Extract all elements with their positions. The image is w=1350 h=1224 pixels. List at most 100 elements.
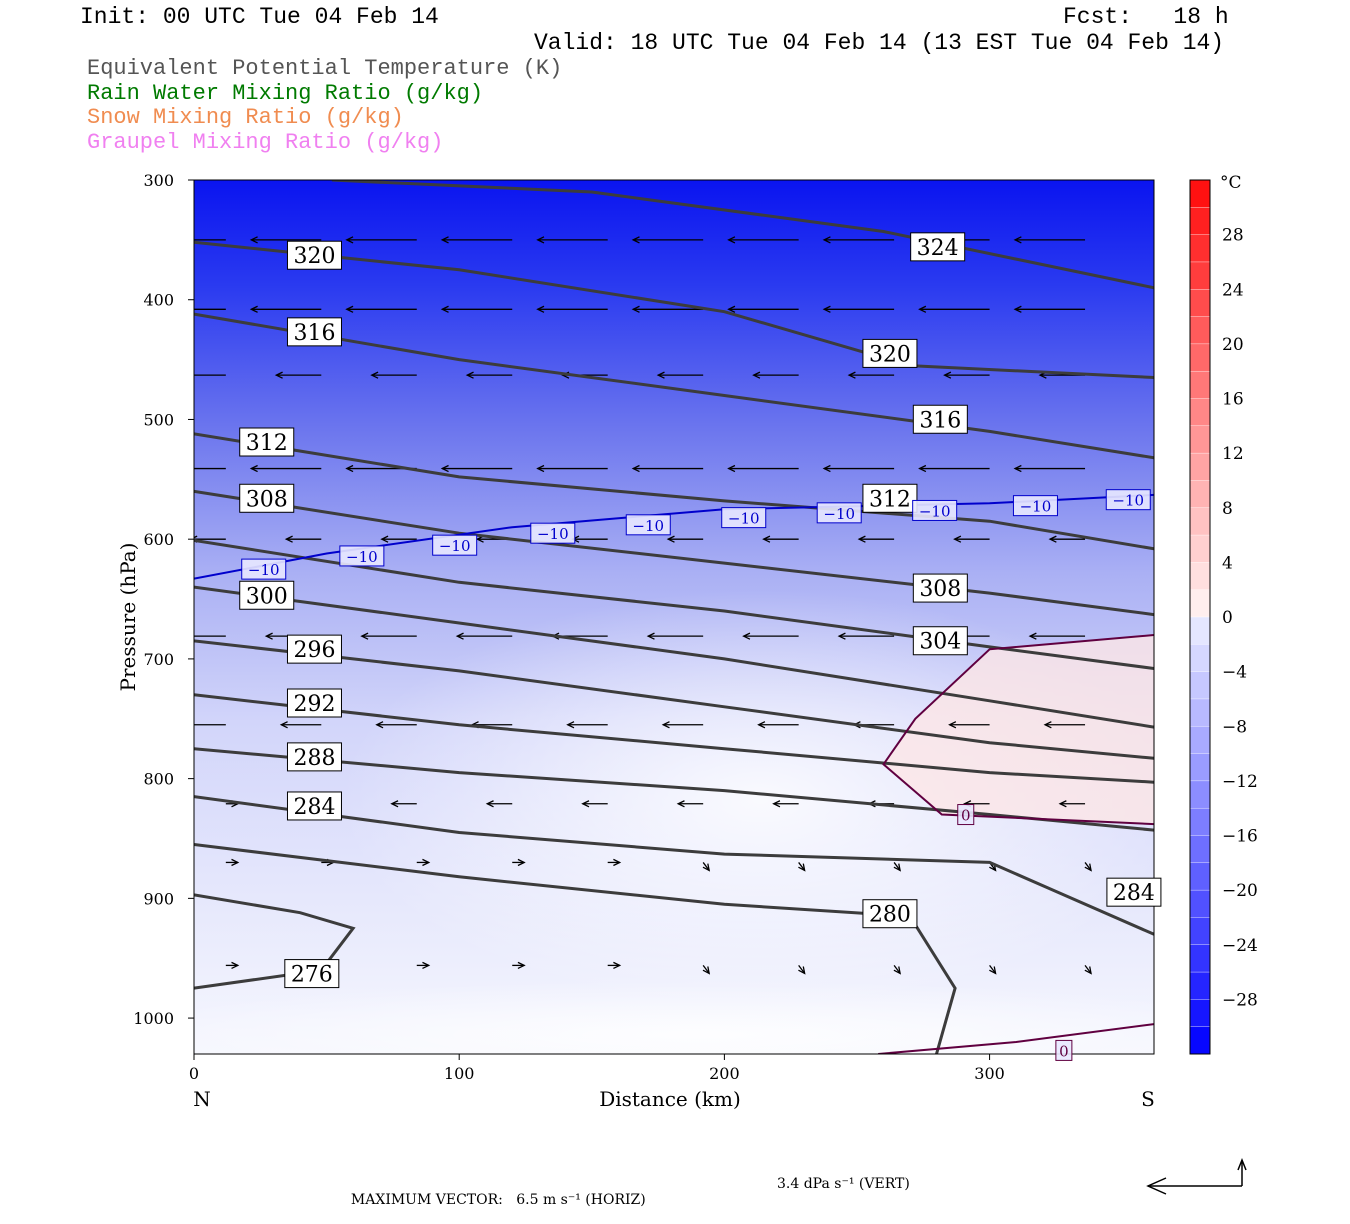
colorbar-tick-label: −8 [1222,717,1247,737]
wind-vector-head [989,966,997,975]
wind-vector-head [1013,236,1022,244]
y-tick-label: 1000 [133,1009,174,1028]
isotherm-label: −10 [346,548,378,566]
init-time: Init: 00 UTC Tue 04 Feb 14 [80,4,439,30]
colorbar-frame [1189,179,1211,1055]
wind-vector-head [837,632,846,640]
theta-e-contour-292 [194,693,1154,784]
isotherm-label: −10 [537,525,569,543]
wind-vector-head [249,305,258,313]
theta-e-label-box [912,404,968,434]
colorbar-tick-label: −28 [1222,990,1258,1010]
wind-vector-head [345,236,354,244]
theta-e-contour-284 [194,795,1154,936]
wind-vector-head [727,464,736,473]
footer-vector-scale: MAXIMUM VECTOR: 6.5 m s⁻¹ (HORIZ) 3.4 dP… [342,1176,910,1224]
wind-vector-head [375,721,384,729]
theta-e-label-box [239,427,295,457]
colorbar-segment [1189,862,1211,891]
wind-vector [989,965,997,974]
isotherm-label-box [625,514,671,536]
colorbar-segment [1189,370,1211,400]
colorbar-segment [1189,971,1211,1001]
theta-e-label-box [286,634,342,664]
wind-vector-head [918,305,927,313]
theta-e-contour-316 [194,312,1154,460]
forecast-hour: Fcst: 18 h [1063,4,1229,30]
wind-vector-head [1013,464,1022,473]
theta-e-contour-324 [331,180,1154,290]
theta-e-contour-320 [194,240,1154,379]
wind-vector-head [1028,632,1037,640]
colorbar-segment [1189,289,1211,318]
wind-vector-head [284,535,293,543]
wind-vector-head [249,236,258,244]
isotherm-label-box [339,545,385,567]
y-tick-label: 600 [143,530,174,549]
wind-vector-head [953,535,962,543]
theta-e-contour-280 [194,843,957,1054]
theta-e-label: 316 [919,408,961,433]
colorbar-segment [1189,917,1211,946]
theta-e-label-box [286,742,342,772]
horizontal-vector-scale: MAXIMUM VECTOR: 6.5 m s⁻¹ (HORIZ) [350,1192,646,1208]
theta-e-contour-312 [194,432,1154,551]
wind-vector [798,965,806,974]
y-tick-label: 300 [143,171,174,190]
colorbar-segment [1189,698,1211,727]
reference-vector-icon [1146,1157,1247,1195]
theta-e-contour-276 [194,893,356,990]
x-tick-label: 300 [974,1064,1005,1083]
colorbar-tick-label: 12 [1222,444,1244,464]
theta-e-label: 304 [919,630,961,655]
colorbar-segment [1189,944,1211,973]
wind-vector-head [370,371,379,379]
wind-vector-head [822,464,831,473]
theta-e-label: 320 [293,244,335,269]
colorbar-tick-label: −20 [1222,881,1258,901]
wind-vector [702,965,710,974]
colorbar-segment [1189,1026,1211,1055]
colorbar-segment [1189,616,1211,646]
wind-vector-head [762,535,771,543]
colorbar-tick-label: −4 [1222,663,1247,683]
colorbar-segment [1189,835,1211,864]
wind-vector-head [455,632,464,640]
colorbar-segment [1189,644,1211,673]
wind-vector-head [613,961,622,970]
theta-e-label: 280 [869,903,911,928]
wind-vector-head [798,966,806,975]
low-level-warm-shading [194,980,1154,1054]
isotherm-label: −10 [632,517,664,535]
theta-e-label-box [1106,877,1162,907]
colorbar-segment [1189,234,1211,263]
wind-vector-head [631,305,640,313]
theta-e-label: 308 [246,487,288,512]
wind-vector-head [631,236,640,244]
theta-e-label-box [862,899,918,929]
wind-vector-head [1048,535,1057,543]
isotherm-label-box [1012,495,1058,517]
isotherm-label-box [721,507,767,529]
wind-vector-head [536,305,545,313]
wind-vector-head [1084,863,1092,872]
wind-vector-head [893,863,902,872]
theta-e-label-box [286,688,342,718]
vertical-vector-scale: 3.4 dPa s⁻¹ (VERT) [777,1176,910,1192]
theta-e-label-box [286,317,342,347]
x-tick-label: 100 [444,1064,475,1083]
theta-e-label: 308 [919,577,961,602]
wind-vector-head [566,721,575,729]
colorbar-segment [1189,780,1211,809]
wind-vector-head [1043,721,1052,729]
wind-vector-head [656,371,665,379]
wind-vector-head [752,371,761,379]
valid-time: Valid: 18 UTC Tue 04 Feb 14 (13 EST Tue … [534,30,1225,56]
theta-e-contour-304 [194,538,1154,670]
wind-vector-head [440,305,449,313]
colorbar-segment [1189,726,1211,755]
x-tick-label: 200 [709,1064,740,1083]
wind-vector [1084,862,1092,871]
wind-vector [1084,965,1092,974]
